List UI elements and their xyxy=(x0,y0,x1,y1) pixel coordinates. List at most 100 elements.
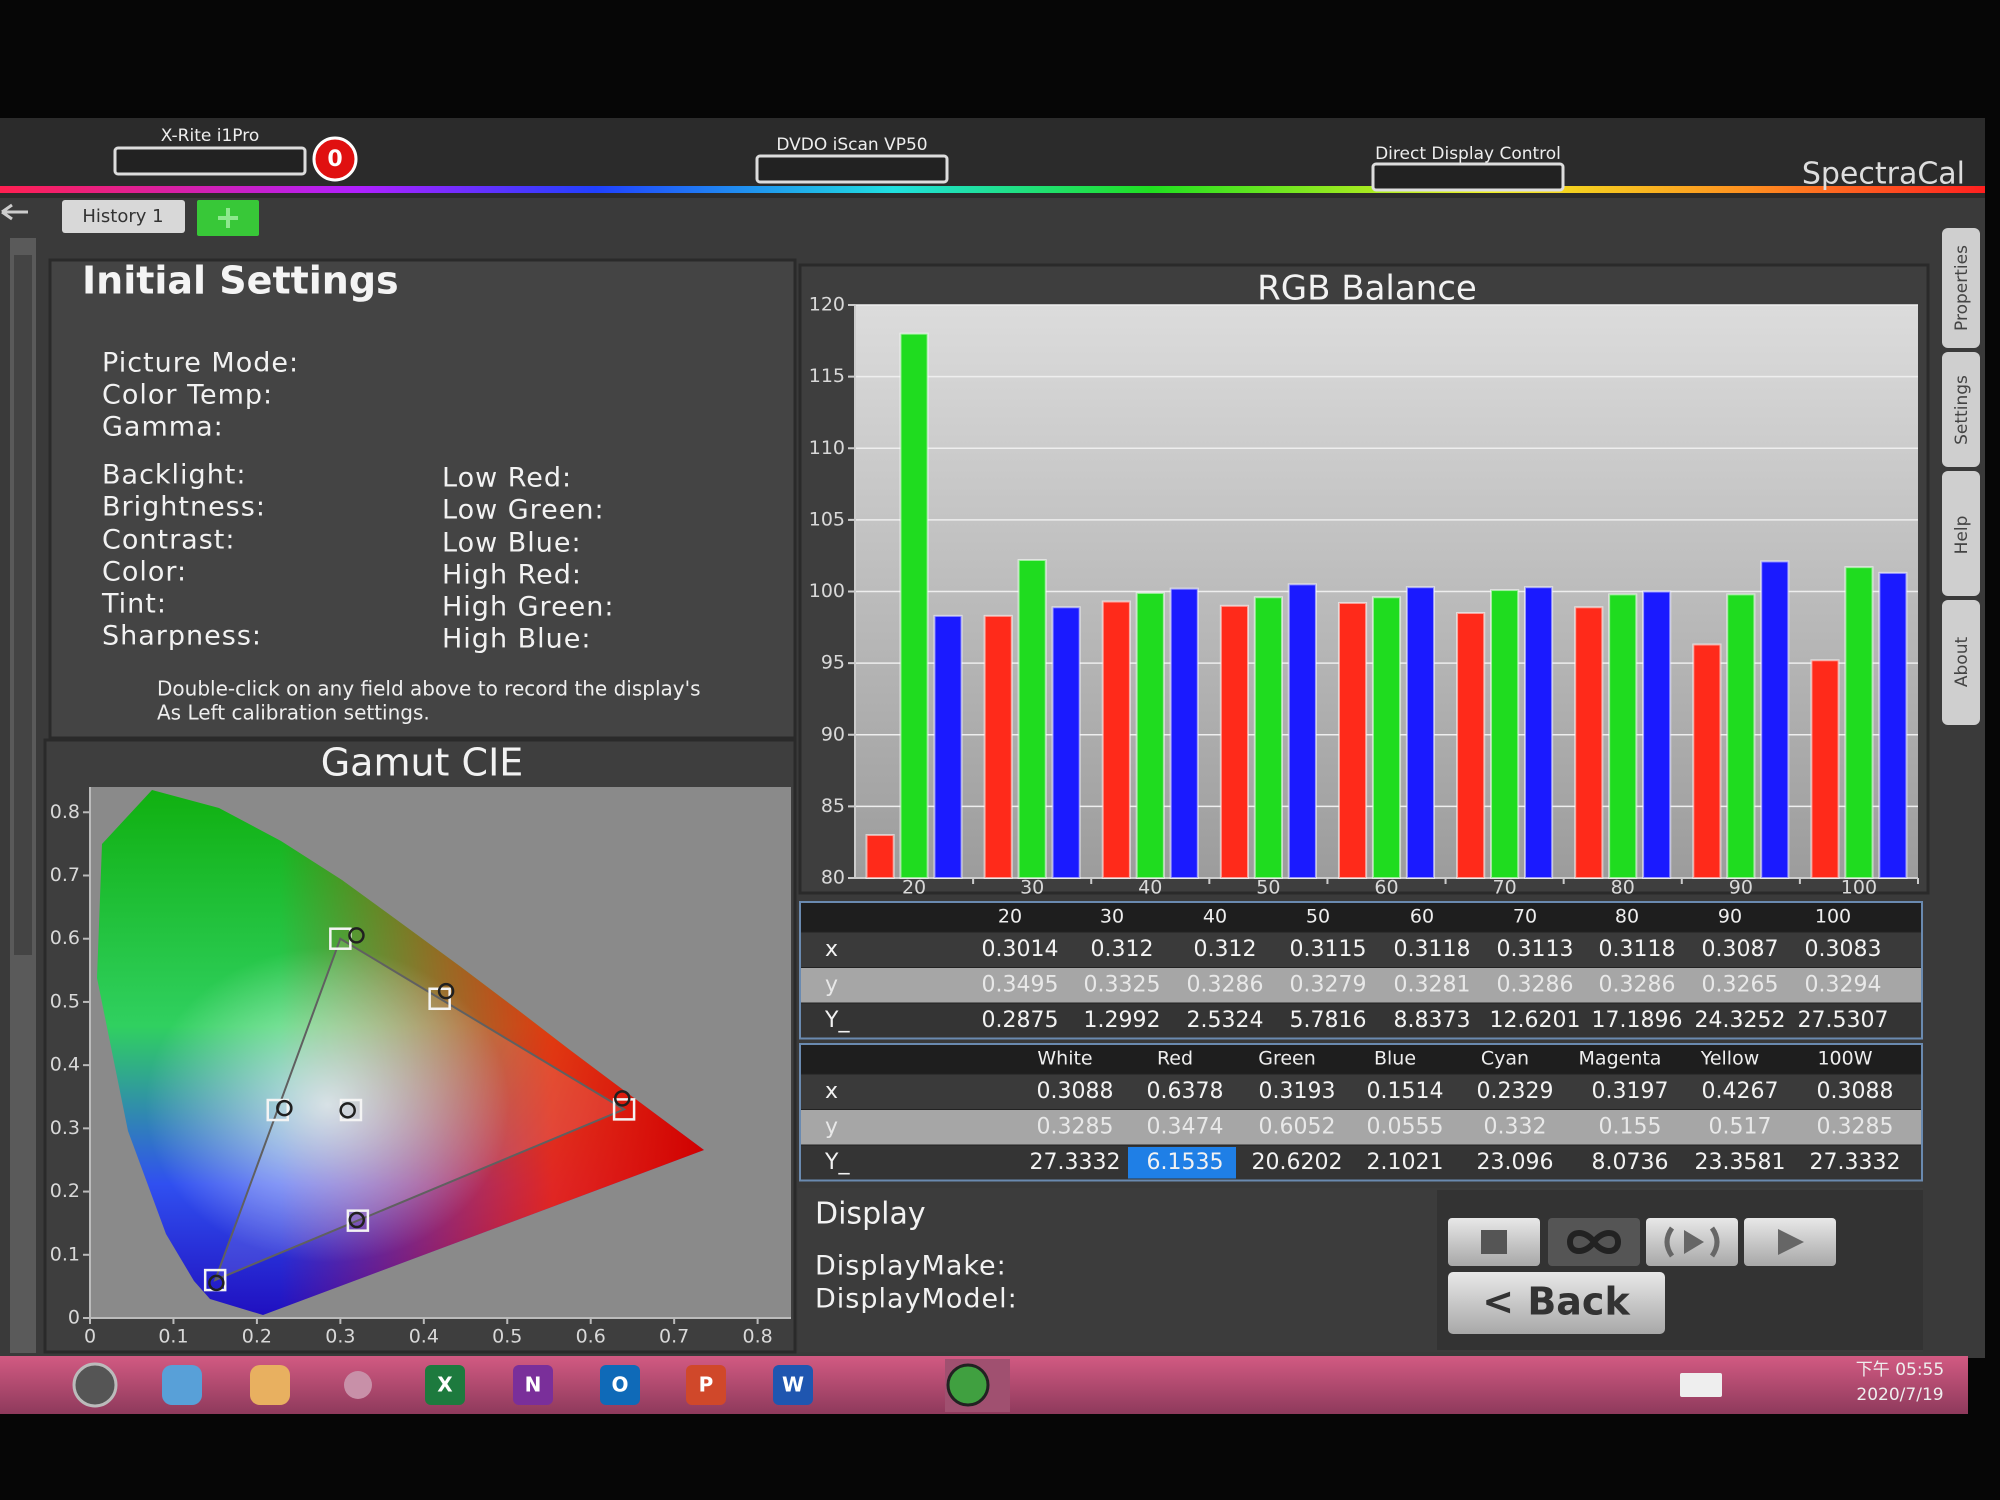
clock-date: 2020/7/19 xyxy=(1856,1385,1943,1405)
table-cell: 0.3118 xyxy=(1394,937,1471,962)
play-icon xyxy=(1778,1229,1804,1255)
table-cell: 0.4267 xyxy=(1702,1079,1779,1104)
target-marker xyxy=(346,1209,370,1232)
y-tick-label: 85 xyxy=(821,795,845,817)
table-cell: 0.3285 xyxy=(1037,1114,1114,1139)
taskbar-icon[interactable] xyxy=(773,1365,813,1405)
bar xyxy=(1017,558,1047,879)
bar xyxy=(1726,593,1756,879)
setting-label[interactable]: Picture Mode: xyxy=(102,348,299,379)
row-label: x xyxy=(825,937,838,962)
setting-label[interactable]: Brightness: xyxy=(102,492,266,523)
y-tick-label: 0.6 xyxy=(50,927,80,949)
table-cell: 12.6201 xyxy=(1490,1008,1581,1033)
table-cell: 0.3083 xyxy=(1805,937,1882,962)
setting-label[interactable]: High Blue: xyxy=(442,624,591,655)
table-cell: 0.3193 xyxy=(1259,1079,1336,1104)
taskbar-icon[interactable] xyxy=(72,1362,118,1408)
device-box[interactable] xyxy=(755,154,949,184)
setting-label[interactable]: High Red: xyxy=(442,560,582,591)
target-marker xyxy=(612,1098,636,1121)
table-header xyxy=(800,1044,1922,1074)
taskbar-icon[interactable] xyxy=(946,1363,990,1407)
bar xyxy=(1878,571,1908,879)
setting-label[interactable]: Low Red: xyxy=(442,463,572,494)
taskbar-icon[interactable] xyxy=(425,1365,465,1405)
table-cell: 27.3332 xyxy=(1810,1150,1901,1175)
bar xyxy=(1490,589,1520,879)
column-header: 60 xyxy=(1410,906,1434,928)
y-tick-label: 105 xyxy=(809,508,845,530)
column-header: Blue xyxy=(1374,1048,1416,1070)
table-cell: 0.3474 xyxy=(1147,1114,1224,1139)
taskbar-icon[interactable] xyxy=(250,1365,290,1405)
display-field[interactable]: DisplayModel: xyxy=(815,1284,1018,1315)
setting-label[interactable]: Color Temp: xyxy=(102,380,273,411)
setting-label[interactable]: Backlight: xyxy=(102,460,247,491)
x-tick-label: 90 xyxy=(1729,877,1753,899)
setting-label[interactable]: Sharpness: xyxy=(102,621,262,652)
bar xyxy=(1101,600,1131,880)
taskbar-icon[interactable] xyxy=(162,1365,202,1405)
taskbar-icon[interactable] xyxy=(513,1365,553,1405)
bar xyxy=(1287,583,1317,880)
taskbar-icon[interactable] xyxy=(600,1365,640,1405)
brand: SpectraCal xyxy=(1802,157,1965,192)
setting-label[interactable]: Tint: xyxy=(101,589,167,620)
back-button-label[interactable]: < Back xyxy=(1482,1280,1630,1324)
table-cell: 8.0736 xyxy=(1592,1150,1669,1175)
history-tab-label: History 1 xyxy=(82,206,163,227)
table-cell: 0.3286 xyxy=(1187,972,1264,997)
table-cell: 0.2875 xyxy=(982,1008,1059,1033)
y-tick-label: 115 xyxy=(809,365,845,387)
device-box[interactable] xyxy=(113,146,307,176)
bar xyxy=(1760,560,1790,879)
history-tab[interactable] xyxy=(62,200,185,233)
bar xyxy=(899,332,929,879)
setting-label[interactable]: Contrast: xyxy=(102,525,235,556)
y-tick-label: 80 xyxy=(821,867,845,889)
column-header: 40 xyxy=(1203,906,1227,928)
taskbar-icon[interactable] xyxy=(686,1365,726,1405)
row-label: y xyxy=(825,972,838,997)
bar xyxy=(933,614,963,879)
setting-label[interactable]: Gamma: xyxy=(102,412,224,443)
setting-label[interactable]: Low Blue: xyxy=(442,528,582,559)
x-tick-label: 0.6 xyxy=(576,1326,606,1348)
stop-icon xyxy=(1481,1230,1507,1254)
side-tabs: Properties Settings Help About xyxy=(1942,228,1980,725)
setting-label[interactable]: High Green: xyxy=(442,592,615,623)
meter-badge xyxy=(312,136,358,182)
side-tab[interactable] xyxy=(1942,600,1980,725)
back-button[interactable] xyxy=(1448,1272,1665,1334)
side-tab-label: About xyxy=(1952,637,1972,688)
table-border xyxy=(799,901,1923,1040)
bar xyxy=(983,614,1013,879)
bar xyxy=(1456,611,1486,879)
table-cell: 23.3581 xyxy=(1695,1150,1786,1175)
taskbar-icon[interactable] xyxy=(344,1371,372,1399)
y-tick-label: 95 xyxy=(821,652,845,674)
table-cell: 0.3495 xyxy=(982,972,1059,997)
table-row xyxy=(799,1109,1923,1146)
bar xyxy=(1135,591,1165,879)
side-tab[interactable] xyxy=(1942,352,1980,467)
display-field[interactable]: DisplayMake: xyxy=(815,1251,1007,1282)
setting-label[interactable]: Color: xyxy=(102,557,187,588)
column-header: Red xyxy=(1157,1048,1193,1070)
x-tick-label: 80 xyxy=(1611,877,1635,899)
table-cell: 1.2992 xyxy=(1084,1008,1161,1033)
keyboard-icon[interactable] xyxy=(1680,1373,1722,1397)
x-tick-label: 50 xyxy=(1256,877,1280,899)
table-cell: 0.3088 xyxy=(1817,1079,1894,1104)
back-arrow[interactable] xyxy=(1,203,28,221)
device-box[interactable] xyxy=(1371,162,1565,192)
x-tick-label: 0.8 xyxy=(743,1326,773,1348)
bar xyxy=(1337,601,1368,880)
scrollbar-thumb[interactable] xyxy=(14,255,32,955)
taskbar-icon-letter: N xyxy=(525,1373,542,1397)
setting-label[interactable]: Low Green: xyxy=(442,495,605,526)
side-tab[interactable] xyxy=(1942,471,1980,596)
side-tab[interactable] xyxy=(1942,228,1980,348)
